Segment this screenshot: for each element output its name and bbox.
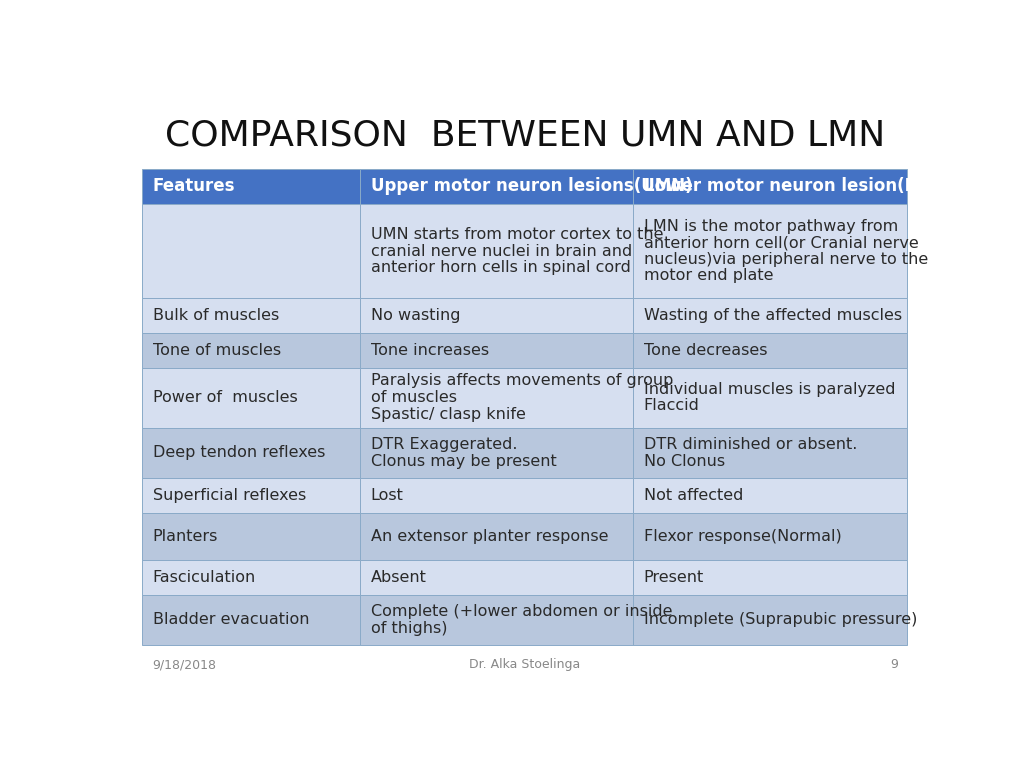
Bar bbox=[360, 204, 634, 298]
Bar bbox=[360, 169, 634, 204]
Bar bbox=[360, 333, 634, 368]
Bar bbox=[634, 368, 907, 428]
Text: Deep tendon reflexes: Deep tendon reflexes bbox=[153, 445, 325, 460]
Text: DTR diminished or absent.: DTR diminished or absent. bbox=[644, 437, 857, 452]
Text: DTR Exaggerated.: DTR Exaggerated. bbox=[371, 437, 517, 452]
Bar bbox=[142, 333, 360, 368]
Text: Present: Present bbox=[644, 570, 705, 584]
Bar bbox=[360, 298, 634, 333]
Text: Features: Features bbox=[153, 177, 236, 195]
Bar bbox=[634, 594, 907, 645]
Text: Planters: Planters bbox=[153, 529, 218, 544]
Bar bbox=[634, 513, 907, 560]
Text: Bulk of muscles: Bulk of muscles bbox=[153, 308, 279, 323]
Bar bbox=[634, 478, 907, 513]
Text: No Clonus: No Clonus bbox=[644, 454, 725, 468]
Bar bbox=[142, 560, 360, 594]
Text: Dr. Alka Stoelinga: Dr. Alka Stoelinga bbox=[469, 658, 581, 671]
Text: Paralysis affects movements of group: Paralysis affects movements of group bbox=[371, 373, 673, 389]
Bar bbox=[142, 513, 360, 560]
Text: Lower motor neuron lesion(LMN): Lower motor neuron lesion(LMN) bbox=[644, 177, 953, 195]
Text: Fasciculation: Fasciculation bbox=[153, 570, 256, 584]
Bar bbox=[634, 298, 907, 333]
Text: Absent: Absent bbox=[371, 570, 427, 584]
Text: Flaccid: Flaccid bbox=[644, 399, 699, 413]
Text: 9/18/2018: 9/18/2018 bbox=[152, 658, 216, 671]
Text: Tone decreases: Tone decreases bbox=[644, 343, 767, 358]
Bar bbox=[142, 204, 360, 298]
Bar bbox=[142, 298, 360, 333]
Bar bbox=[142, 368, 360, 428]
Bar bbox=[360, 428, 634, 478]
Text: anterior horn cells in spinal cord: anterior horn cells in spinal cord bbox=[371, 260, 631, 275]
Bar bbox=[634, 560, 907, 594]
Bar bbox=[360, 368, 634, 428]
Bar bbox=[360, 594, 634, 645]
Text: Bladder evacuation: Bladder evacuation bbox=[153, 612, 309, 627]
Text: Complete (+lower abdomen or inside: Complete (+lower abdomen or inside bbox=[371, 604, 672, 619]
Text: An extensor planter response: An extensor planter response bbox=[371, 529, 608, 544]
Bar bbox=[360, 513, 634, 560]
Bar bbox=[142, 169, 360, 204]
Bar bbox=[634, 169, 907, 204]
Text: motor end plate: motor end plate bbox=[644, 268, 773, 283]
Bar bbox=[142, 428, 360, 478]
Text: UMN starts from motor cortex to the: UMN starts from motor cortex to the bbox=[371, 227, 664, 242]
Text: Incomplete (Suprapubic pressure): Incomplete (Suprapubic pressure) bbox=[644, 612, 918, 627]
Text: nucleus)via peripheral nerve to the: nucleus)via peripheral nerve to the bbox=[644, 252, 928, 266]
Text: Not affected: Not affected bbox=[644, 488, 743, 503]
Bar bbox=[142, 594, 360, 645]
Text: Spastic/ clasp knife: Spastic/ clasp knife bbox=[371, 407, 525, 422]
Bar bbox=[634, 333, 907, 368]
Bar bbox=[634, 428, 907, 478]
Text: Wasting of the affected muscles: Wasting of the affected muscles bbox=[644, 308, 902, 323]
Text: COMPARISON  BETWEEN UMN AND LMN: COMPARISON BETWEEN UMN AND LMN bbox=[165, 119, 885, 153]
Text: Flexor response(Normal): Flexor response(Normal) bbox=[644, 529, 842, 544]
Text: Lost: Lost bbox=[371, 488, 403, 503]
Text: LMN is the motor pathway from: LMN is the motor pathway from bbox=[644, 219, 898, 233]
Text: cranial nerve nuclei in brain and: cranial nerve nuclei in brain and bbox=[371, 243, 632, 259]
Text: Clonus may be present: Clonus may be present bbox=[371, 454, 556, 468]
Bar bbox=[142, 478, 360, 513]
Text: of muscles: of muscles bbox=[371, 390, 457, 405]
Text: No wasting: No wasting bbox=[371, 308, 460, 323]
Text: of thighs): of thighs) bbox=[371, 621, 447, 636]
Text: anterior horn cell(or Cranial nerve: anterior horn cell(or Cranial nerve bbox=[644, 235, 919, 250]
Text: Tone increases: Tone increases bbox=[371, 343, 488, 358]
Bar bbox=[634, 204, 907, 298]
Bar bbox=[360, 478, 634, 513]
Text: 9: 9 bbox=[890, 658, 898, 671]
Text: Power of  muscles: Power of muscles bbox=[153, 390, 297, 405]
Bar bbox=[360, 560, 634, 594]
Text: Upper motor neuron lesions(UMN): Upper motor neuron lesions(UMN) bbox=[371, 177, 692, 195]
Text: Individual muscles is paralyzed: Individual muscles is paralyzed bbox=[644, 382, 895, 397]
Text: Superficial reflexes: Superficial reflexes bbox=[153, 488, 306, 503]
Text: Tone of muscles: Tone of muscles bbox=[153, 343, 281, 358]
